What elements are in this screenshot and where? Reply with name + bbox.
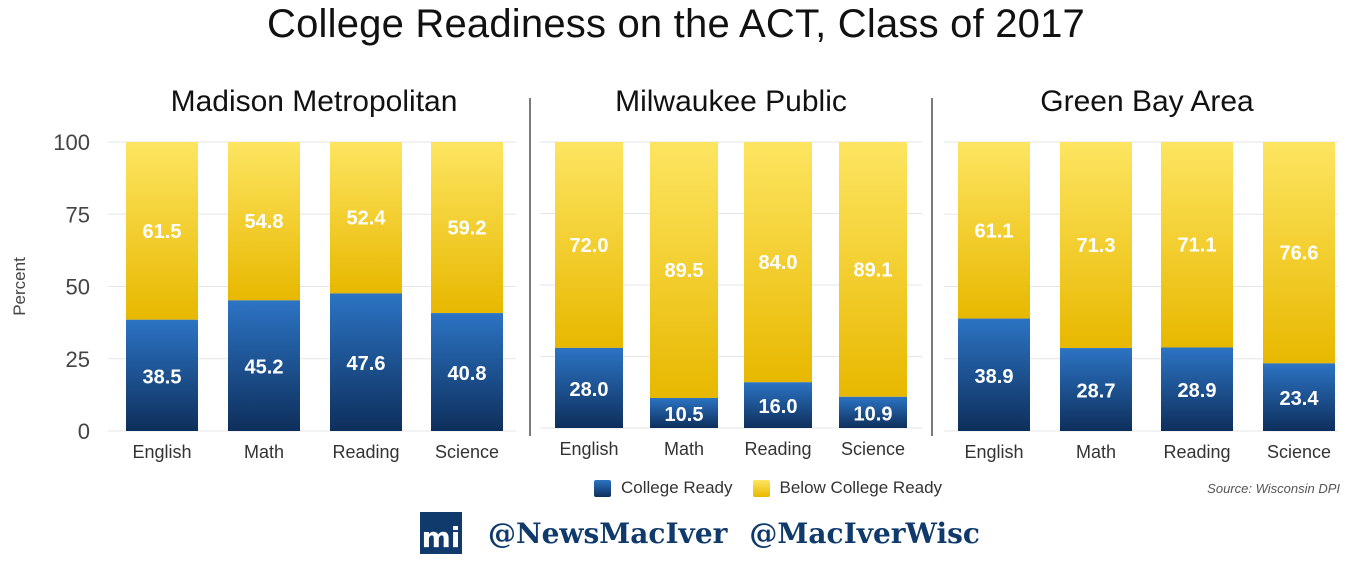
y-tick-label-50: 50 [66, 275, 90, 300]
x-tick-label-green-bay-area-reading: Reading [1163, 442, 1230, 462]
legend-label-college-ready: College Ready [621, 478, 733, 497]
bar-below-ready-madison-metropolitan-math [228, 142, 300, 301]
panel-title-madison-metropolitan: Madison Metropolitan [171, 85, 458, 118]
x-tick-label-milwaukee-public-math: Math [664, 439, 704, 459]
legend-item-below-college-ready: Below College Ready [752, 478, 943, 498]
x-tick-label-green-bay-area-science: Science [1267, 442, 1331, 462]
bar-below-ready-milwaukee-public-science [839, 142, 907, 397]
bar-college-ready-milwaukee-public-english [555, 347, 623, 428]
x-tick-label-milwaukee-public-reading: Reading [744, 439, 811, 459]
data-label-college-ready-madison-metropolitan-english: 38.5 [143, 366, 182, 388]
chart-area: Madison Metropolitan 38.5 61.5 English 45.2 5… [10, 85, 1338, 462]
panel-title-milwaukee-public: Milwaukee Public [615, 85, 847, 118]
x-tick-label-milwaukee-public-science: Science [841, 439, 905, 459]
bar-college-ready-madison-metropolitan-reading [330, 293, 402, 431]
bar-below-ready-madison-metropolitan-reading [330, 142, 402, 294]
bar-below-ready-green-bay-area-math [1060, 142, 1132, 349]
legend-swatch-below-college-ready [752, 479, 770, 497]
bar-college-ready-madison-metropolitan-english [126, 319, 198, 431]
x-tick-label-green-bay-area-english: English [964, 442, 1023, 462]
bar-college-ready-green-bay-area-math [1060, 348, 1132, 431]
data-label-college-ready-milwaukee-public-reading: 16.0 [759, 396, 798, 418]
bar-below-ready-milwaukee-public-reading [744, 142, 812, 383]
y-tick-label-0: 0 [78, 419, 90, 444]
legend-swatch-college-ready [594, 479, 611, 497]
legend-label-below-college-ready: Below College Ready [779, 478, 943, 497]
data-label-college-ready-green-bay-area-science: 23.4 [1280, 388, 1320, 410]
data-label-college-ready-milwaukee-public-science: 10.9 [854, 403, 893, 425]
legend-item-college-ready: College Ready [594, 478, 733, 498]
bar-college-ready-madison-metropolitan-science [431, 313, 503, 431]
bar-below-ready-green-bay-area-reading [1161, 142, 1233, 348]
bar-college-ready-green-bay-area-english [958, 318, 1030, 431]
data-label-below-ready-madison-metropolitan-science: 59.2 [448, 218, 487, 240]
x-tick-label-green-bay-area-math: Math [1076, 442, 1116, 462]
data-label-below-ready-milwaukee-public-english: 72.0 [570, 235, 609, 257]
data-label-below-ready-green-bay-area-english: 61.1 [975, 220, 1014, 242]
data-label-college-ready-madison-metropolitan-science: 40.8 [448, 363, 487, 385]
data-label-college-ready-madison-metropolitan-reading: 47.6 [347, 353, 386, 375]
x-tick-label-madison-metropolitan-science: Science [435, 442, 499, 462]
bar-below-ready-madison-metropolitan-science [431, 142, 503, 314]
bar-college-ready-madison-metropolitan-math [228, 300, 300, 431]
y-tick-label-75: 75 [66, 202, 90, 227]
data-label-below-ready-milwaukee-public-reading: 84.0 [759, 252, 798, 274]
bar-below-ready-milwaukee-public-math [650, 142, 718, 398]
data-label-college-ready-green-bay-area-english: 38.9 [975, 366, 1014, 388]
data-label-college-ready-milwaukee-public-math: 10.5 [665, 404, 704, 426]
data-label-below-ready-madison-metropolitan-english: 61.5 [143, 221, 182, 243]
bar-below-ready-madison-metropolitan-english [126, 142, 198, 320]
data-label-below-ready-milwaukee-public-science: 89.1 [854, 259, 893, 281]
bar-below-ready-milwaukee-public-english [555, 142, 623, 348]
bar-below-ready-green-bay-area-science [1263, 142, 1335, 364]
data-label-below-ready-milwaukee-public-math: 89.5 [665, 260, 704, 282]
data-label-college-ready-milwaukee-public-english: 28.0 [570, 379, 609, 401]
data-label-below-ready-madison-metropolitan-reading: 52.4 [347, 208, 387, 230]
data-label-below-ready-green-bay-area-reading: 71.1 [1178, 235, 1217, 257]
footer: mi @NewsMacIver @MacIverWisc [420, 512, 1002, 554]
data-label-below-ready-green-bay-area-math: 71.3 [1077, 235, 1116, 257]
legend: College Ready Below College Ready [594, 478, 962, 498]
twitter-handle-newsmaciver[interactable]: @NewsMacIver [488, 516, 728, 550]
data-label-below-ready-madison-metropolitan-math: 54.8 [245, 211, 284, 233]
twitter-handle-maciverwisc[interactable]: @MacIverWisc [749, 516, 980, 550]
bar-college-ready-milwaukee-public-science [839, 396, 907, 428]
bar-college-ready-milwaukee-public-math [650, 397, 718, 428]
data-label-college-ready-madison-metropolitan-math: 45.2 [245, 357, 284, 379]
chart-title: College Readiness on the ACT, Class of 2… [267, 2, 1085, 46]
bar-college-ready-milwaukee-public-reading [744, 382, 812, 428]
bar-college-ready-green-bay-area-reading [1161, 347, 1233, 431]
bar-below-ready-green-bay-area-english [958, 142, 1030, 319]
source-note: Source: Wisconsin DPI [1207, 481, 1340, 496]
x-tick-label-madison-metropolitan-english: English [132, 442, 191, 462]
x-tick-label-milwaukee-public-english: English [559, 439, 618, 459]
y-tick-label-100: 100 [53, 130, 90, 155]
bar-college-ready-green-bay-area-science [1263, 363, 1335, 431]
y-axis-label: Percent [10, 257, 29, 316]
maciver-logo: mi [420, 512, 462, 554]
data-label-college-ready-green-bay-area-reading: 28.9 [1178, 380, 1217, 402]
y-tick-label-25: 25 [66, 347, 90, 372]
x-tick-label-madison-metropolitan-reading: Reading [332, 442, 399, 462]
data-label-college-ready-green-bay-area-math: 28.7 [1077, 381, 1116, 403]
data-label-below-ready-green-bay-area-science: 76.6 [1280, 243, 1319, 265]
x-tick-label-madison-metropolitan-math: Math [244, 442, 284, 462]
panel-title-green-bay-area: Green Bay Area [1040, 85, 1254, 118]
